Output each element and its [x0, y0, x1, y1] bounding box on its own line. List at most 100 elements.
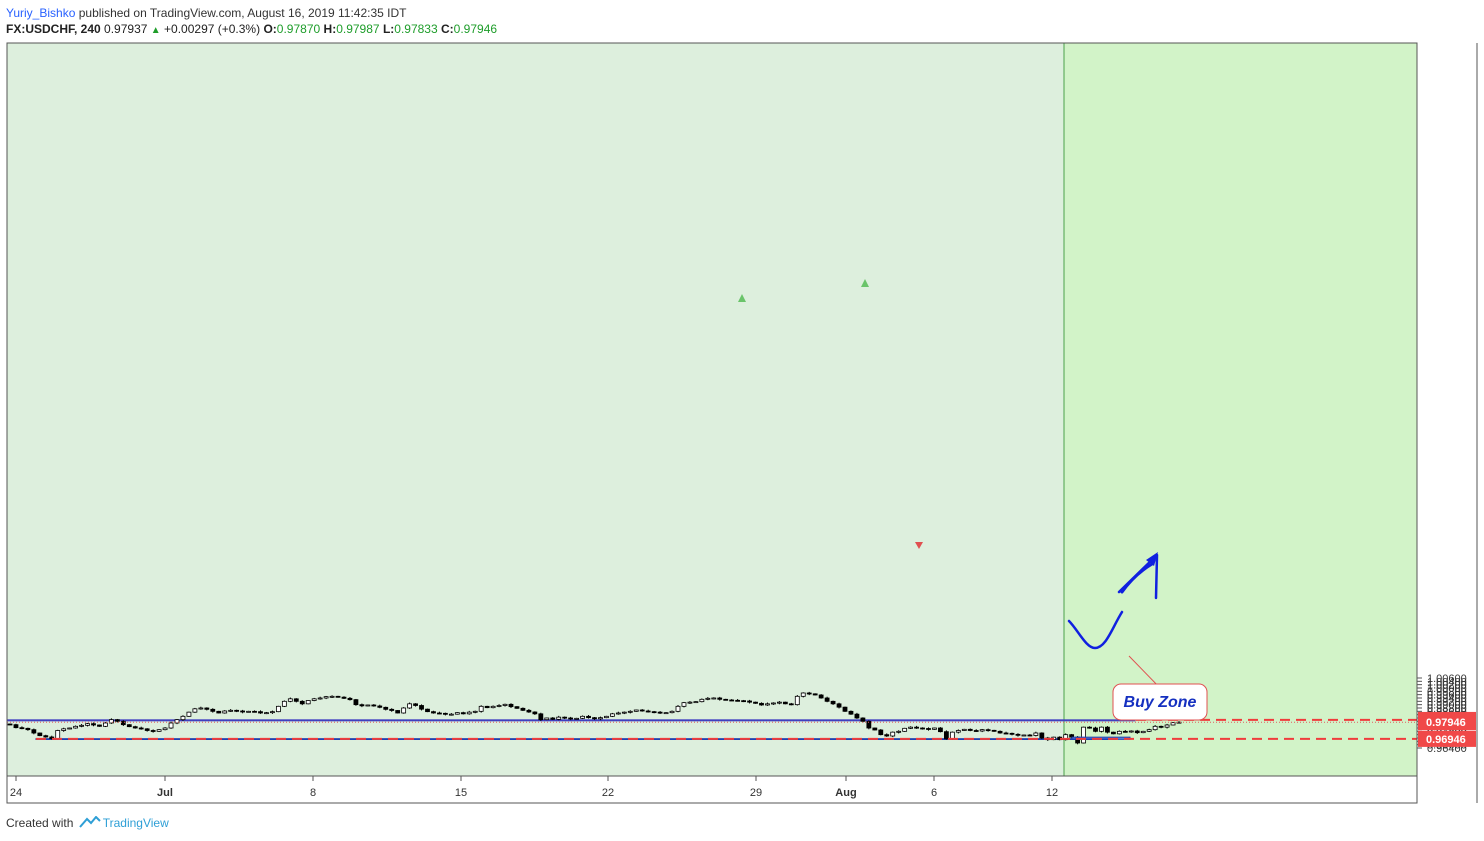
tradingview-link[interactable]: TradingView — [102, 816, 169, 830]
candle-body — [759, 702, 764, 706]
candle-body — [371, 704, 377, 707]
candle-body — [508, 703, 514, 708]
candle — [914, 725, 919, 729]
candle — [270, 710, 275, 714]
author-link[interactable]: Yuriy_Bishko — [6, 6, 76, 20]
candle — [663, 712, 669, 715]
candle-body — [323, 696, 329, 699]
candle-body — [526, 709, 532, 713]
candle-body — [97, 724, 102, 727]
candle — [943, 730, 949, 740]
candle — [699, 698, 705, 703]
candle-body — [317, 697, 323, 700]
candle — [621, 711, 627, 715]
candle-body — [329, 695, 335, 698]
candle-body — [1152, 725, 1158, 731]
tradingview-logo-icon — [78, 815, 101, 831]
candle — [401, 707, 407, 714]
candle — [31, 728, 37, 735]
candle-body — [31, 729, 37, 734]
candle-body — [287, 698, 293, 702]
candle-body — [830, 700, 836, 705]
candle-body — [753, 701, 758, 704]
candle — [657, 711, 663, 714]
candle-body — [383, 706, 389, 710]
candle — [138, 726, 144, 730]
candle — [25, 727, 31, 731]
candle — [287, 697, 293, 703]
candle — [61, 727, 67, 732]
candle-body — [550, 717, 556, 720]
candle — [1021, 734, 1027, 737]
candle — [335, 695, 341, 698]
candle-body — [61, 728, 67, 731]
candle — [693, 701, 699, 704]
candle — [765, 702, 770, 706]
candle-body — [13, 724, 19, 729]
close-value: 0.97946 — [453, 22, 498, 36]
candle — [896, 730, 902, 734]
candle-body — [794, 695, 800, 706]
candle — [1003, 731, 1009, 735]
candle — [818, 694, 824, 699]
candle-body — [908, 726, 914, 729]
candle — [37, 732, 43, 737]
candle — [645, 709, 651, 713]
candle-body — [389, 708, 395, 711]
candle — [1009, 732, 1015, 736]
candle-body — [1015, 733, 1021, 736]
candle-body — [1158, 725, 1164, 728]
candle-body — [258, 711, 263, 714]
candle-body — [1140, 730, 1146, 734]
x-tick-label: 8 — [310, 787, 316, 799]
candle-body — [150, 730, 156, 732]
candle — [1128, 730, 1134, 733]
candle — [508, 703, 514, 708]
y-tick-label: 1.00200 — [1427, 680, 1467, 692]
candle — [842, 706, 848, 712]
open-value: 0.97870 — [276, 22, 321, 36]
candle-body — [79, 724, 84, 727]
candle — [794, 695, 800, 706]
candle-body — [592, 717, 597, 720]
candle — [442, 712, 448, 716]
candle — [466, 710, 472, 715]
candle-body — [490, 705, 496, 709]
candle — [1087, 726, 1092, 729]
candle-body — [43, 735, 49, 738]
candle — [359, 703, 365, 708]
candle-body — [1009, 732, 1015, 735]
candle-body — [347, 697, 353, 701]
candle-body — [299, 700, 305, 705]
candle-body — [1087, 726, 1092, 729]
candle — [13, 723, 19, 729]
candle — [854, 712, 860, 719]
candle — [759, 702, 764, 706]
candle-body — [144, 728, 150, 731]
forecast-region — [1064, 43, 1417, 776]
candle — [800, 692, 806, 698]
candle-body — [562, 716, 568, 719]
y-tick-label: 0.99400 — [1427, 693, 1467, 705]
candle — [407, 702, 413, 709]
candle-body — [997, 730, 1003, 734]
candle — [902, 727, 908, 732]
candle — [156, 729, 162, 732]
price-tag-label: 0.96946 — [1426, 734, 1466, 746]
symbol-name[interactable]: FX:USDCHF — [6, 22, 74, 36]
candle-body — [401, 707, 407, 714]
candle-body — [425, 708, 430, 713]
candle — [305, 699, 311, 705]
candle — [580, 715, 585, 720]
candle-body — [275, 705, 281, 713]
candle — [1122, 730, 1128, 733]
candle-body — [806, 692, 812, 695]
candle — [848, 710, 854, 715]
candle — [1134, 729, 1140, 734]
candle — [788, 702, 794, 706]
candle — [1027, 734, 1033, 737]
candle-body — [586, 715, 591, 719]
candle-body — [1099, 726, 1104, 732]
candle — [955, 729, 961, 734]
